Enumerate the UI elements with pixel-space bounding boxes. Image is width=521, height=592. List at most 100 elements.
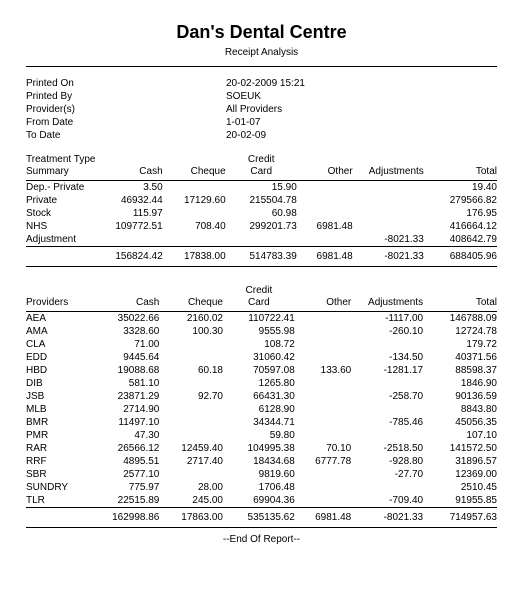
table-row: Adjustment-8021.33408642.79 <box>26 233 497 247</box>
meta-value: SOEUK <box>226 90 305 103</box>
pcol-other: Other <box>295 296 351 312</box>
cell: 26566.12 <box>93 442 160 455</box>
row-label: AEA <box>26 312 93 326</box>
cell: 215504.78 <box>226 194 297 207</box>
cell <box>226 233 297 247</box>
cell: 90136.59 <box>423 390 497 403</box>
cell: 35022.66 <box>93 312 160 326</box>
cell: 141572.50 <box>423 442 497 455</box>
meta-value: All Providers <box>226 103 305 116</box>
cell: -1117.00 <box>351 312 423 326</box>
table-row: BMR11497.10 34344.71 -785.4645056.35 <box>26 416 497 429</box>
cell: -785.46 <box>351 416 423 429</box>
cell: 31060.42 <box>223 351 295 364</box>
col-adjustments: Adjustments <box>353 165 424 181</box>
cell: -709.40 <box>351 494 423 508</box>
cell: 70.10 <box>295 442 351 455</box>
cell: 104995.38 <box>223 442 295 455</box>
cell <box>163 207 226 220</box>
cell <box>295 403 351 416</box>
cell: 88598.37 <box>423 364 497 377</box>
cell: 6981.48 <box>297 220 353 233</box>
cell <box>351 403 423 416</box>
cell: 146788.09 <box>423 312 497 326</box>
table-row: Stock115.9760.98176.95 <box>26 207 497 220</box>
cell: 46932.44 <box>97 194 163 207</box>
cell: 108.72 <box>223 338 295 351</box>
cell <box>351 429 423 442</box>
cell: 9445.64 <box>93 351 160 364</box>
cell: 34344.71 <box>223 416 295 429</box>
pcol-card: Card <box>223 296 295 312</box>
cell <box>159 351 223 364</box>
cell <box>295 312 351 326</box>
cell: 11497.10 <box>93 416 160 429</box>
cell: 299201.73 <box>226 220 297 233</box>
cell: 1846.90 <box>423 377 497 390</box>
table-row: JSB23871.2992.7066431.30-258.7090136.59 <box>26 390 497 403</box>
pcol-total: Total <box>423 296 497 312</box>
row-label: Dep.- Private <box>26 181 97 195</box>
cell: -2518.50 <box>351 442 423 455</box>
cell: 60.98 <box>226 207 297 220</box>
cell <box>295 377 351 390</box>
cell: 1265.80 <box>223 377 295 390</box>
cell <box>353 220 424 233</box>
table-row: HBD19088.6860.1870597.08133.60-1281.1788… <box>26 364 497 377</box>
cell: 179.72 <box>423 338 497 351</box>
table-row: AMA3328.60100.309555.98-260.1012724.78 <box>26 325 497 338</box>
table-row: CLA71.00108.72179.72 <box>26 338 497 351</box>
row-label: AMA <box>26 325 93 338</box>
cell <box>353 207 424 220</box>
providers-heading: Providers <box>26 296 93 312</box>
row-label: PMR <box>26 429 93 442</box>
cell: 45056.35 <box>423 416 497 429</box>
cell: 19.40 <box>424 181 497 195</box>
cell <box>159 403 223 416</box>
cell: 100.30 <box>159 325 223 338</box>
meta-label: Printed On <box>26 77 226 90</box>
cell <box>295 351 351 364</box>
summary-table: Treatment Type Credit Summary Cash Chequ… <box>26 154 497 267</box>
cell <box>163 181 226 195</box>
cell: 775.97 <box>93 481 160 494</box>
cell <box>295 429 351 442</box>
cell: 28.00 <box>159 481 223 494</box>
table-row: SUNDRY775.9728.001706.482510.45 <box>26 481 497 494</box>
table-row: NHS109772.51708.40299201.736981.48416664… <box>26 220 497 233</box>
cell: 9555.98 <box>223 325 295 338</box>
row-label: BMR <box>26 416 93 429</box>
providers-total-cheque: 17863.00 <box>159 508 223 528</box>
cell <box>351 377 423 390</box>
summary-total-total: 688405.96 <box>424 247 497 267</box>
end-of-report: --End Of Report-- <box>26 534 497 545</box>
cell <box>295 390 351 403</box>
providers-total-other: 6981.48 <box>295 508 351 528</box>
cell: 6128.90 <box>223 403 295 416</box>
cell <box>351 338 423 351</box>
cell <box>159 377 223 390</box>
meta-label: Printed By <box>26 90 226 103</box>
cell: -134.50 <box>351 351 423 364</box>
cell: 176.95 <box>424 207 497 220</box>
row-label: Private <box>26 194 97 207</box>
summary-total-card: 514783.39 <box>226 247 297 267</box>
cell: 18434.68 <box>223 455 295 468</box>
cell: -260.10 <box>351 325 423 338</box>
cell: -928.80 <box>351 455 423 468</box>
cell: 22515.89 <box>93 494 160 508</box>
cell: 8843.80 <box>423 403 497 416</box>
title-divider <box>26 66 497 67</box>
cell: 12369.00 <box>423 468 497 481</box>
cell <box>159 416 223 429</box>
report-subtitle: Receipt Analysis <box>26 47 497 58</box>
table-row: DIB581.101265.801846.90 <box>26 377 497 390</box>
cell: 9819.60 <box>223 468 295 481</box>
cell <box>353 181 424 195</box>
cell: 2160.02 <box>159 312 223 326</box>
row-label: DIB <box>26 377 93 390</box>
cell: -8021.33 <box>353 233 424 247</box>
summary-total-cash: 156824.42 <box>97 247 163 267</box>
cell <box>295 338 351 351</box>
cell: 110722.41 <box>223 312 295 326</box>
